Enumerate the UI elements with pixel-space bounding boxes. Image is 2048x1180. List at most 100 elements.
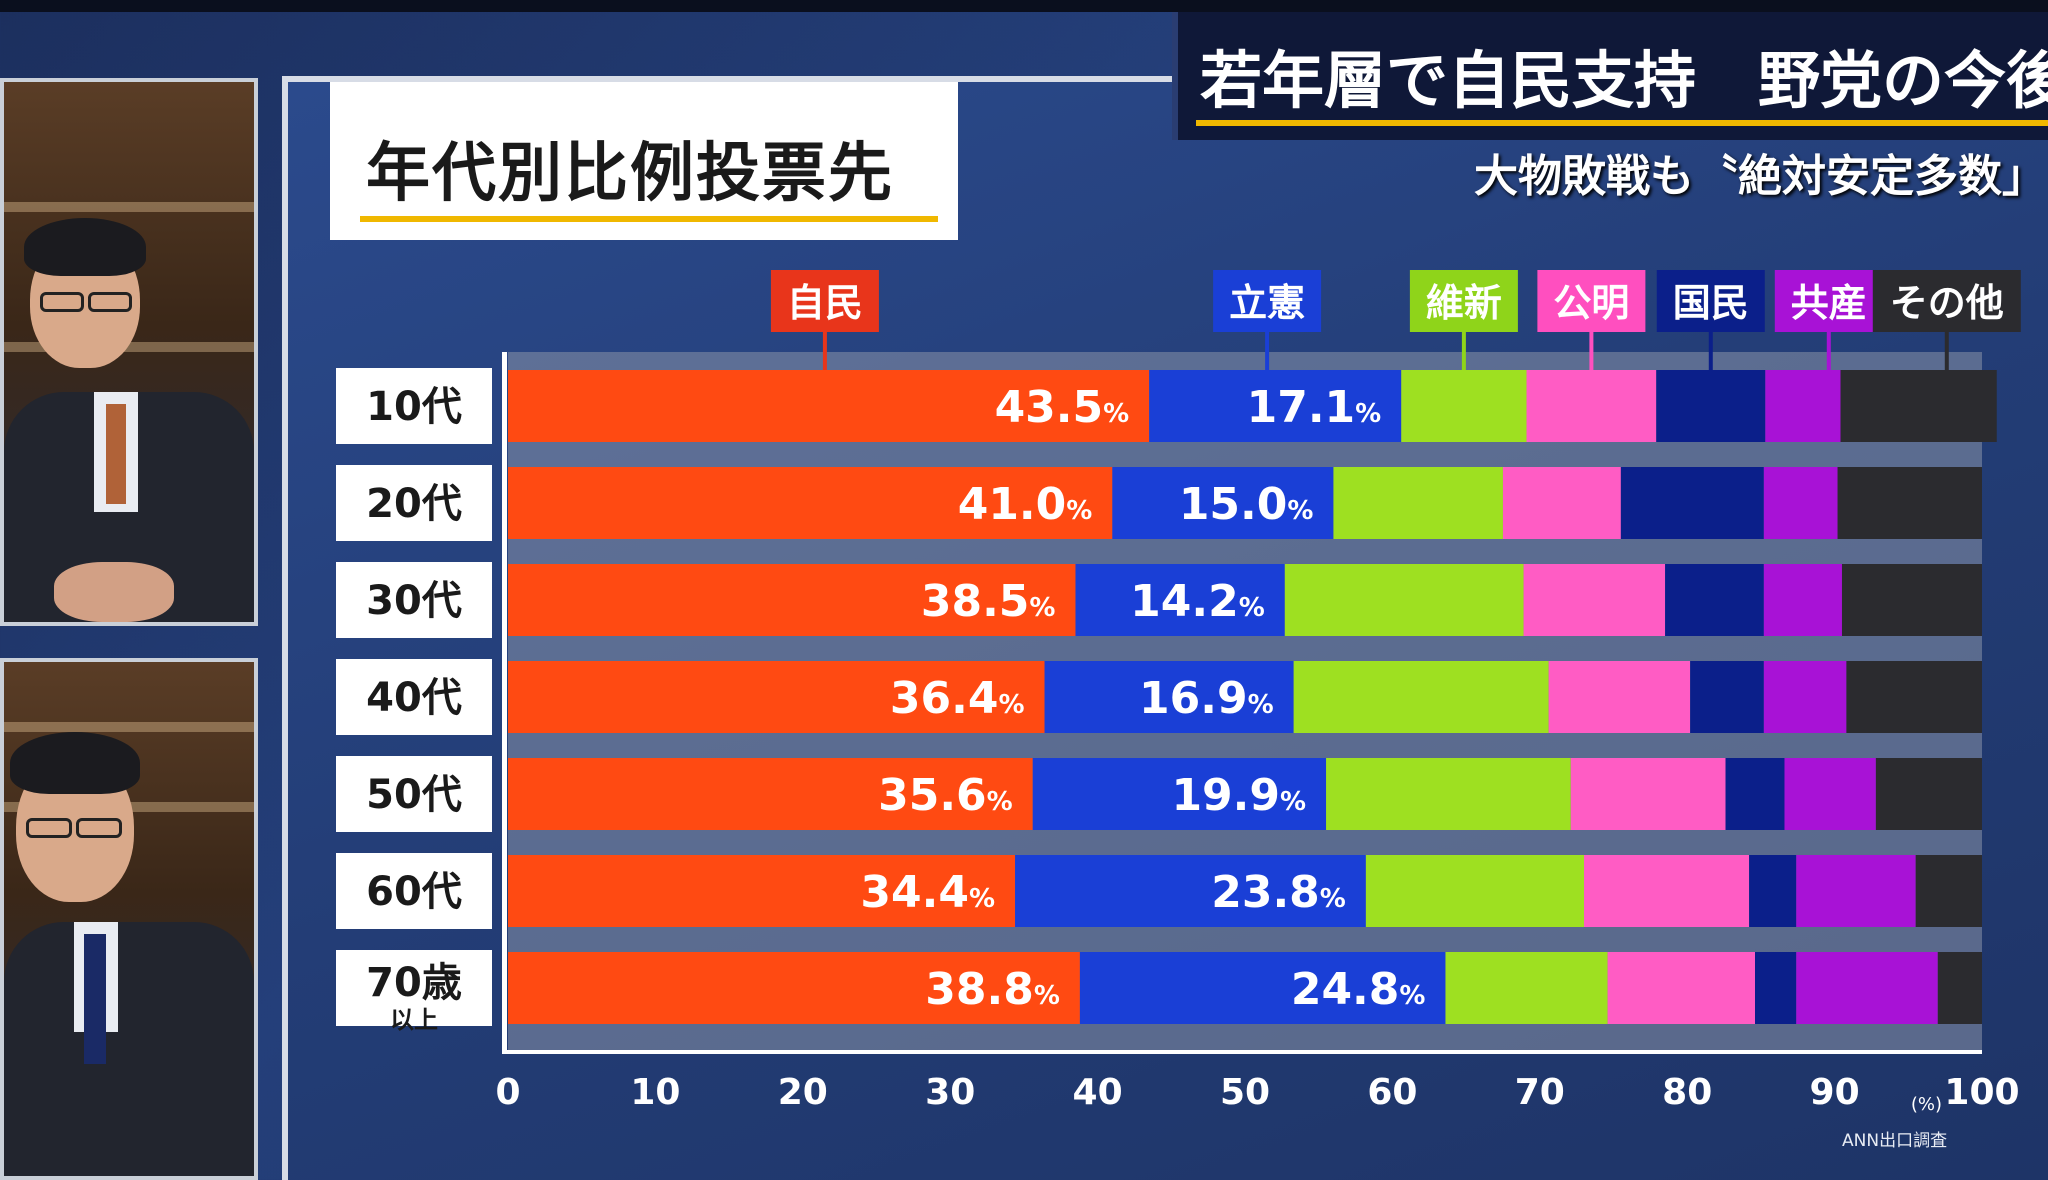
bar-segment-維新 <box>1333 467 1503 539</box>
x-axis-line <box>502 1050 1982 1054</box>
x-tick-label: 40 <box>1073 1072 1123 1113</box>
x-tick-label: 10 <box>630 1072 680 1113</box>
bar-segment-立憲 <box>1044 661 1294 733</box>
bar-segment-その他 <box>1837 467 1982 539</box>
bar-segment-自民 <box>508 467 1113 539</box>
legend-label: 維新 <box>1426 281 1502 325</box>
bar-segment-自民 <box>508 758 1033 830</box>
chart-title: 年代別比例投票先 <box>366 137 894 211</box>
legend-leader-line <box>822 332 827 370</box>
legend-tag-共産 <box>1774 270 1883 332</box>
bar-segment-共産 <box>1784 758 1876 830</box>
source-note: ANN出口調査 <box>1842 1131 1948 1151</box>
data-label: 38.5% <box>921 576 1056 627</box>
studio-camera-feed-bottom <box>0 658 258 1180</box>
legend-tag-自民 <box>770 270 879 332</box>
legend-leader-line <box>1589 332 1594 370</box>
category-label-box <box>336 659 492 735</box>
legend-leader-line <box>1944 332 1949 370</box>
bar-segment-共産 <box>1796 855 1916 927</box>
legend-tag-国民 <box>1656 270 1765 332</box>
category-label-box <box>336 950 492 1026</box>
data-label: 17.1% <box>1247 382 1382 433</box>
bar-segment-維新 <box>1365 855 1585 927</box>
legend-label: 公明 <box>1553 281 1629 325</box>
bar-segment-維新 <box>1284 564 1524 636</box>
bar-segment-その他 <box>1840 370 1997 442</box>
data-label: 43.5% <box>995 382 1130 433</box>
bar-segment-公明 <box>1570 758 1726 830</box>
data-label: 16.9% <box>1139 673 1274 724</box>
news-headline-bar: 若年層で自民支持 野党の今後は <box>1172 12 2048 140</box>
data-label: 19.9% <box>1171 770 1306 821</box>
bar-segment-自民 <box>508 661 1045 733</box>
data-label: 14.2% <box>1130 576 1265 627</box>
x-tick-label: 70 <box>1515 1072 1565 1113</box>
x-tick-label: 60 <box>1367 1072 1417 1113</box>
x-tick-label: 100 <box>1944 1072 2019 1113</box>
bar-segment-立憲 <box>1015 855 1366 927</box>
data-label: 15.0% <box>1179 479 1314 530</box>
x-tick-label: 30 <box>925 1072 975 1113</box>
bar-segment-自民 <box>508 855 1016 927</box>
bar-segment-共産 <box>1796 952 1938 1024</box>
category-label: 60代 <box>366 869 462 915</box>
bar-segment-その他 <box>1841 564 1982 636</box>
category-label-box <box>336 368 492 444</box>
legend-label: その他 <box>1890 281 2004 325</box>
bar-segment-国民 <box>1620 467 1764 539</box>
x-tick-label: 90 <box>1810 1072 1860 1113</box>
legend-label: 自民 <box>787 281 863 325</box>
legend-tag-公明 <box>1537 270 1646 332</box>
bar-segment-その他 <box>1915 855 1982 927</box>
x-tick-label: 0 <box>495 1072 520 1113</box>
category-label-box <box>336 853 492 929</box>
category-label: 20代 <box>366 481 462 527</box>
bar-segment-立憲 <box>1075 564 1285 636</box>
legend-leader-line <box>1265 332 1270 370</box>
bar-segment-その他 <box>1875 758 1982 830</box>
data-label: 36.4% <box>890 673 1025 724</box>
bar-segment-立憲 <box>1032 758 1327 830</box>
legend-leader-line <box>1826 332 1831 370</box>
bar-segment-国民 <box>1656 370 1766 442</box>
legend-tag-維新 <box>1409 270 1518 332</box>
category-sublabel: 以上 <box>390 1006 438 1034</box>
legend-leader-line <box>1461 332 1466 370</box>
bar-segment-維新 <box>1445 952 1608 1024</box>
news-headline: 若年層で自民支持 野党の今後は <box>1200 44 2048 117</box>
bar-segment-維新 <box>1293 661 1549 733</box>
bar-segment-共産 <box>1765 370 1841 442</box>
bar-segment-その他 <box>1846 661 1982 733</box>
legend-label: 共産 <box>1791 281 1867 325</box>
data-label: 23.8% <box>1211 867 1346 918</box>
x-tick-label: 50 <box>1220 1072 1270 1113</box>
bar-segment-国民 <box>1690 661 1764 733</box>
bar-segment-立憲 <box>1112 467 1334 539</box>
bar-segment-自民 <box>508 370 1150 442</box>
bar-segment-立憲 <box>1079 952 1446 1024</box>
studio-camera-feed-top <box>0 78 258 626</box>
bar-segment-公明 <box>1548 661 1691 733</box>
bar-segment-自民 <box>508 952 1080 1024</box>
data-label: 24.8% <box>1291 964 1426 1015</box>
bar-segment-維新 <box>1401 370 1527 442</box>
bar-segment-国民 <box>1665 564 1764 636</box>
bar-segment-公明 <box>1523 564 1666 636</box>
data-label: 41.0% <box>958 479 1093 530</box>
bar-segment-共産 <box>1763 467 1838 539</box>
y-axis-line <box>502 352 507 1052</box>
category-label-box <box>336 465 492 541</box>
data-label: 38.8% <box>925 964 1060 1015</box>
news-subheadline: 大物敗戦も〝絶対安定多数」 <box>1474 151 2046 202</box>
category-label: 30代 <box>366 578 462 624</box>
category-label: 10代 <box>366 384 462 430</box>
top-strip <box>0 0 2048 12</box>
bar-segment-その他 <box>1937 952 1982 1024</box>
category-label: 70歳 <box>366 960 462 1006</box>
bar-segment-立憲 <box>1149 370 1402 442</box>
x-tick-label: 80 <box>1662 1072 1712 1113</box>
legend-tag-立憲 <box>1213 270 1322 332</box>
headline-underline <box>1196 120 2048 126</box>
